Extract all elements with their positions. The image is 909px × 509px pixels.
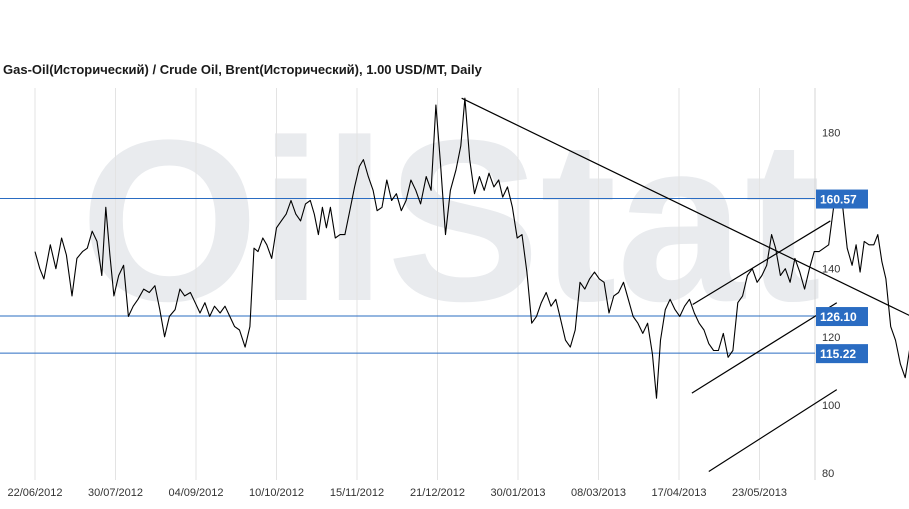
y-tick-label: 140	[822, 264, 840, 276]
chart-title: Gas-Oil(Исторический) / Crude Oil, Brent…	[3, 62, 483, 77]
level-badges: 160.57 126.10 115.22	[816, 189, 868, 364]
x-tick-label: 08/03/2013	[571, 487, 626, 499]
x-tick-labels: 22/06/2012 30/07/2012 04/09/2012 10/10/2012…	[7, 487, 787, 499]
x-tick-label: 17/04/2013	[651, 487, 706, 499]
y-tick-labels: 80 100 120 140 180	[822, 127, 840, 480]
y-tick-label: 120	[822, 332, 840, 344]
watermark-text: OilStat	[80, 92, 821, 349]
trend-line	[691, 302, 838, 394]
x-tick-label: 30/01/2013	[490, 487, 545, 499]
y-tick-label: 100	[822, 400, 840, 412]
x-tick-label: 21/12/2012	[410, 487, 465, 499]
watermark-logo: OilStat	[80, 92, 821, 349]
x-tick-label: 22/06/2012	[7, 487, 62, 499]
y-tick-label: 180	[822, 127, 840, 139]
series-layer	[34, 97, 909, 399]
level-badge	[816, 307, 868, 327]
y-tick-label: 80	[822, 468, 834, 480]
price-series-line	[34, 97, 909, 399]
x-tick-label: 23/05/2013	[732, 487, 787, 499]
level-badge-label: 126.10	[820, 310, 857, 324]
trend-lines	[461, 97, 909, 472]
level-badge	[816, 344, 868, 364]
trend-line	[461, 97, 909, 316]
level-badge	[816, 189, 868, 209]
level-badge-label: 160.57	[820, 193, 857, 207]
level-badge-label: 115.22	[820, 347, 856, 361]
x-tick-label: 10/10/2012	[249, 487, 304, 499]
x-tick-label: 15/11/2012	[330, 487, 384, 499]
x-tick-label: 04/09/2012	[168, 487, 223, 499]
grid	[34, 88, 760, 480]
trend-line	[692, 220, 831, 305]
x-tick-label: 30/07/2012	[88, 487, 143, 499]
trend-line	[708, 389, 838, 472]
